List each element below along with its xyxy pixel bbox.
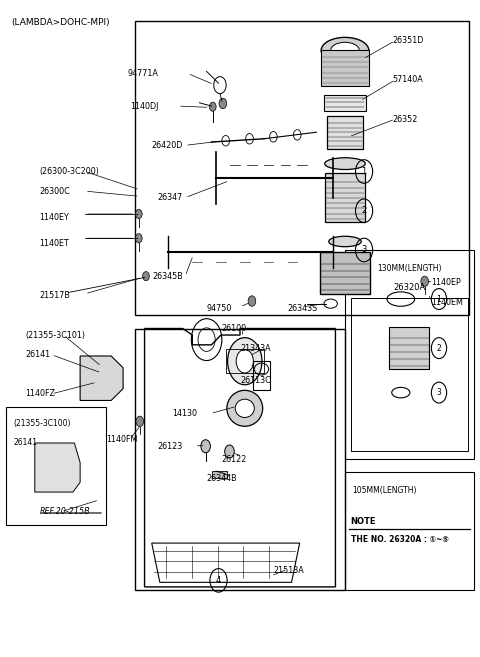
Text: 1: 1 — [361, 167, 367, 176]
Text: 1140EP: 1140EP — [431, 278, 461, 287]
Text: 26347: 26347 — [157, 193, 183, 202]
Text: 94771A: 94771A — [128, 69, 159, 78]
Ellipse shape — [227, 390, 263, 426]
Text: 4: 4 — [216, 576, 221, 585]
Text: 1140FZ: 1140FZ — [25, 390, 55, 398]
Ellipse shape — [321, 37, 369, 64]
Text: 21517B: 21517B — [39, 291, 71, 300]
Circle shape — [225, 445, 234, 458]
Circle shape — [136, 416, 144, 426]
Text: 26123: 26123 — [157, 442, 183, 451]
Circle shape — [135, 234, 142, 243]
Bar — [253, 361, 270, 390]
Text: 26141: 26141 — [13, 438, 37, 447]
Text: (LAMBDA>DOHC-MPI): (LAMBDA>DOHC-MPI) — [11, 18, 109, 27]
Bar — [135, 21, 469, 315]
Circle shape — [135, 210, 142, 219]
Text: 130MM(LENGTH): 130MM(LENGTH) — [377, 264, 442, 273]
Circle shape — [219, 98, 227, 108]
Text: 26320A: 26320A — [393, 283, 426, 292]
Bar — [327, 116, 363, 148]
Ellipse shape — [331, 42, 360, 58]
Text: 2: 2 — [361, 206, 367, 215]
Polygon shape — [80, 356, 123, 401]
Text: (26300-3C200): (26300-3C200) — [39, 167, 99, 176]
Text: 1140FM: 1140FM — [107, 435, 138, 444]
Text: 105MM(LENGTH): 105MM(LENGTH) — [352, 486, 417, 495]
Text: THE NO. 26320A : ①~⑤: THE NO. 26320A : ①~⑤ — [351, 535, 449, 545]
Text: 1140ET: 1140ET — [39, 239, 69, 248]
Bar — [324, 95, 365, 110]
Circle shape — [201, 440, 210, 453]
Bar — [351, 298, 468, 451]
Text: 94750: 94750 — [206, 304, 232, 313]
Bar — [212, 471, 227, 478]
Text: 26122: 26122 — [221, 455, 246, 464]
Text: 26351D: 26351D — [393, 36, 424, 45]
Text: (21355-3C100): (21355-3C100) — [13, 419, 71, 428]
Bar — [345, 472, 474, 590]
Text: REF.20-215B: REF.20-215B — [39, 507, 90, 516]
Text: 1140DJ: 1140DJ — [131, 102, 159, 110]
Text: 26344B: 26344B — [206, 474, 237, 484]
Bar — [6, 407, 107, 525]
Bar — [345, 250, 474, 459]
Text: 26113C: 26113C — [240, 376, 271, 386]
Text: 1140EY: 1140EY — [39, 213, 69, 222]
Text: 26100: 26100 — [221, 324, 246, 333]
Circle shape — [236, 350, 253, 373]
Circle shape — [421, 276, 429, 286]
Text: (21355-3C101): (21355-3C101) — [25, 330, 85, 340]
Bar — [321, 51, 369, 87]
Text: 3: 3 — [437, 388, 442, 397]
Circle shape — [248, 296, 256, 306]
Text: 57140A: 57140A — [393, 76, 423, 84]
Text: 26352: 26352 — [393, 115, 418, 124]
Bar — [389, 327, 430, 369]
Ellipse shape — [235, 399, 254, 417]
Ellipse shape — [329, 237, 361, 247]
Text: 26141: 26141 — [25, 350, 50, 359]
Ellipse shape — [324, 158, 365, 170]
Text: 26300C: 26300C — [39, 187, 70, 196]
Text: NOTE: NOTE — [351, 517, 376, 526]
Text: 26420D: 26420D — [151, 141, 183, 150]
Text: 3: 3 — [361, 246, 367, 254]
Text: 21343A: 21343A — [240, 344, 271, 353]
Circle shape — [209, 102, 216, 111]
Text: 1140EM: 1140EM — [431, 298, 463, 307]
Bar — [320, 252, 370, 294]
Text: 1: 1 — [437, 294, 442, 304]
Polygon shape — [35, 443, 80, 492]
Circle shape — [228, 338, 262, 385]
Bar — [135, 328, 345, 590]
Bar — [226, 350, 264, 373]
Bar — [325, 173, 365, 222]
Text: 26345B: 26345B — [152, 271, 183, 281]
Text: 21513A: 21513A — [274, 566, 304, 575]
Circle shape — [143, 271, 149, 281]
Text: 2: 2 — [437, 344, 442, 353]
Text: 14130: 14130 — [172, 409, 197, 418]
Text: 26343S: 26343S — [288, 304, 318, 313]
